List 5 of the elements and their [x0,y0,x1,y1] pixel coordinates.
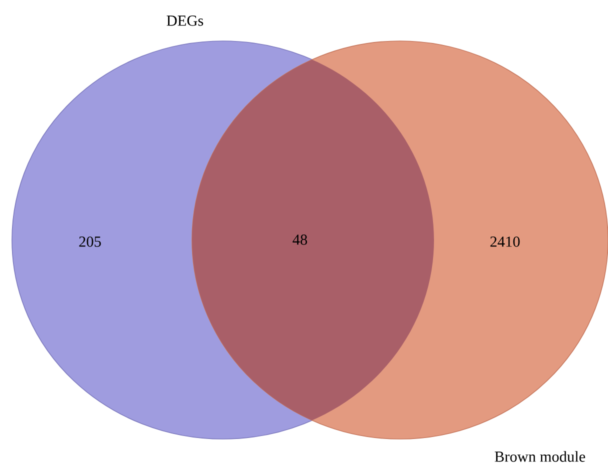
data-label: 48 [292,234,308,245]
text: DEGs [166,16,204,26]
text: Brown module [494,451,586,462]
data-label: 2410 [490,236,520,247]
data-label: 205 [79,236,101,247]
